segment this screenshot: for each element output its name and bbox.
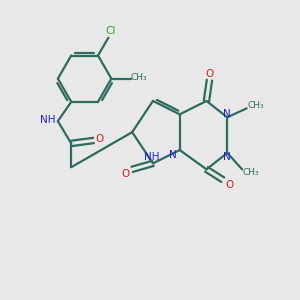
Text: CH₃: CH₃ <box>243 168 260 177</box>
Text: O: O <box>122 169 130 179</box>
Text: CH₃: CH₃ <box>247 101 264 110</box>
Text: CH₃: CH₃ <box>131 73 147 82</box>
Text: N: N <box>224 109 231 119</box>
Text: N: N <box>169 150 177 160</box>
Text: NH: NH <box>40 115 55 125</box>
Text: Cl: Cl <box>106 26 116 36</box>
Text: O: O <box>205 69 214 79</box>
Text: N: N <box>224 152 231 161</box>
Text: O: O <box>225 180 233 190</box>
Text: O: O <box>95 134 104 144</box>
Text: NH: NH <box>144 152 159 162</box>
